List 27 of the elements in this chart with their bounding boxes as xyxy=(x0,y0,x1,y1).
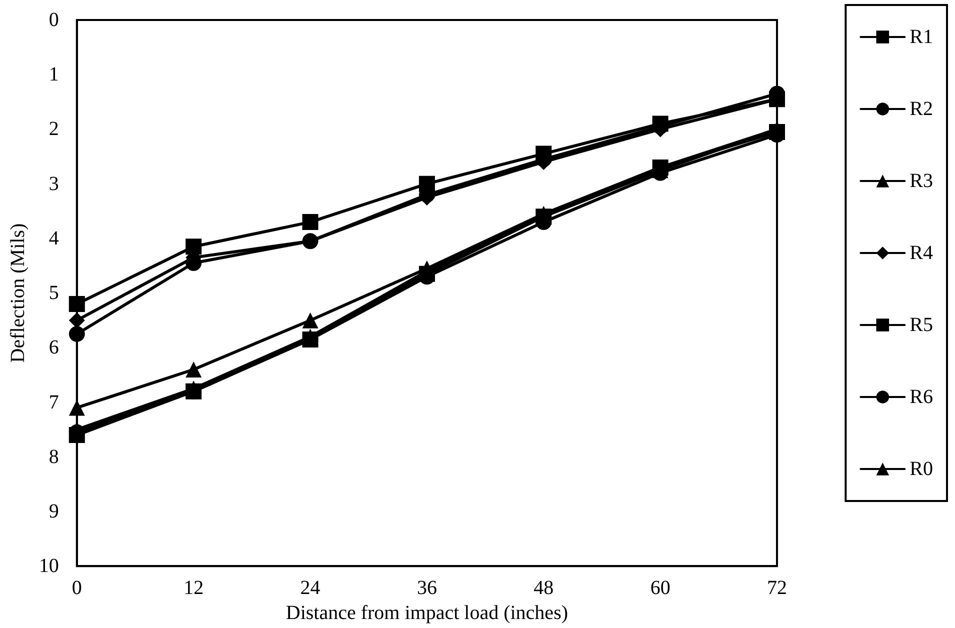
y-tick-label: 10 xyxy=(38,555,59,578)
legend-label: R4 xyxy=(910,242,934,264)
y-tick-label: 2 xyxy=(48,118,59,140)
y-axis-title: Deflection (Mils) xyxy=(7,223,29,363)
x-tick-label: 60 xyxy=(650,577,670,600)
x-tick-label: 24 xyxy=(300,577,320,600)
y-tick-label: 4 xyxy=(48,227,59,250)
legend-label: R2 xyxy=(910,98,934,120)
legend-label: R3 xyxy=(910,170,934,192)
y-tick-label: 1 xyxy=(48,64,59,86)
x-tick-label: 48 xyxy=(534,577,554,600)
x-axis-title: Distance from impact load (inches) xyxy=(286,602,568,624)
y-tick-label: 5 xyxy=(48,282,59,304)
x-tick-label: 36 xyxy=(416,577,437,600)
y-tick-label: 6 xyxy=(48,336,59,359)
legend-label: R6 xyxy=(910,386,934,408)
x-tick-label: 72 xyxy=(767,577,787,600)
y-tick-label: 0 xyxy=(48,9,59,31)
y-tick-label: 8 xyxy=(48,446,59,468)
legend-label: R1 xyxy=(910,26,934,48)
y-tick-label: 7 xyxy=(48,391,59,414)
x-tick-label: 12 xyxy=(184,577,204,600)
y-tick-label: 9 xyxy=(48,500,59,522)
legend-label: R0 xyxy=(910,458,934,480)
x-tick-label: 0 xyxy=(72,577,82,600)
legend-label: R5 xyxy=(910,314,934,336)
y-tick-label: 3 xyxy=(48,172,59,195)
